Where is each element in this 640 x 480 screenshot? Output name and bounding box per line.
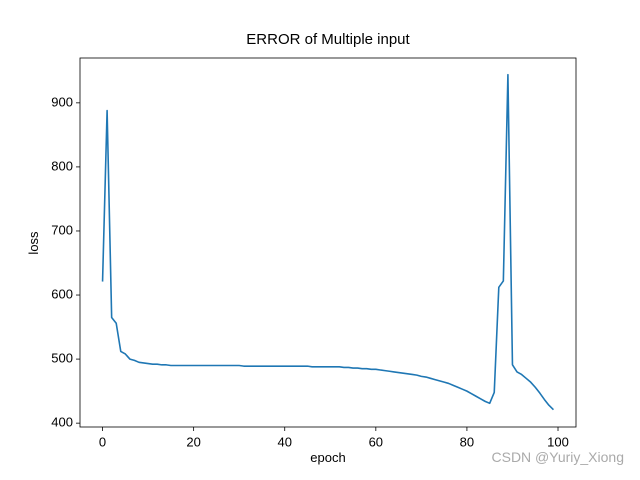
y-tick-label: 500 <box>51 351 73 366</box>
x-tick-label: 20 <box>186 434 200 449</box>
x-tick-label: 60 <box>369 434 383 449</box>
y-tick-label: 900 <box>51 94 73 109</box>
y-tick-label: 600 <box>51 286 73 301</box>
x-tick-label: 40 <box>277 434 291 449</box>
x-tick-label: 80 <box>460 434 474 449</box>
y-tick-label: 400 <box>51 415 73 430</box>
x-axis-label: epoch <box>310 450 345 465</box>
x-tick-label: 100 <box>547 434 569 449</box>
y-tick-label: 800 <box>51 158 73 173</box>
plot-frame <box>79 57 577 428</box>
y-axis-label: loss <box>26 231 41 255</box>
y-tick-label: 700 <box>51 222 73 237</box>
x-tick-label: 0 <box>99 434 106 449</box>
watermark: CSDN @Yuriy_Xiong <box>492 449 625 465</box>
data-line <box>101 73 555 411</box>
chart-title: ERROR of Multiple input <box>246 31 410 48</box>
